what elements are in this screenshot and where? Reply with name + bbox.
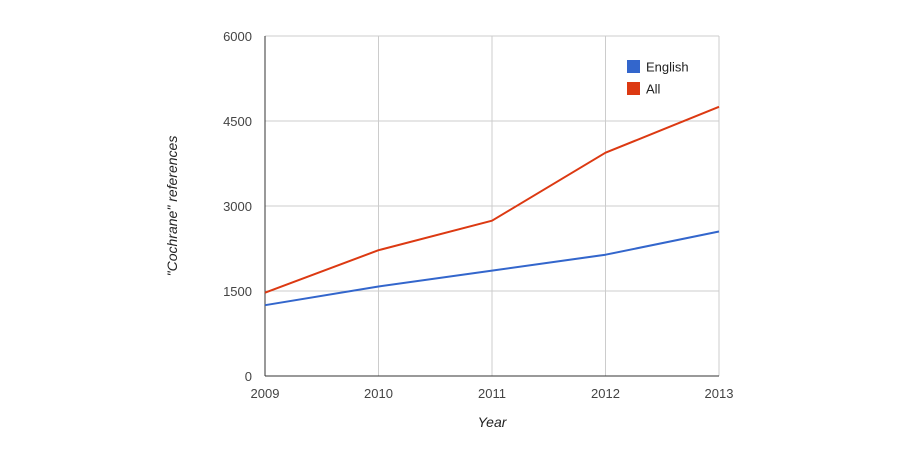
axes [264, 36, 719, 377]
x-tick-label: 2013 [705, 386, 734, 401]
y-axis-title: "Cochrane" references [164, 136, 180, 277]
y-tick-label: 4500 [223, 114, 252, 129]
series-lines [264, 105, 720, 307]
legend-swatch [627, 82, 640, 95]
y-tick-label: 0 [245, 369, 252, 384]
legend-label: English [646, 60, 689, 75]
legend-label: All [646, 82, 661, 97]
x-axis-title: Year [478, 414, 508, 430]
x-tick-label: 2010 [364, 386, 393, 401]
x-tick-label: 2012 [591, 386, 620, 401]
series-line-all [264, 105, 720, 294]
tick-labels: 0 1500 3000 4500 6000 2009 2010 2011 2012 2013 [223, 29, 733, 401]
x-tick-label: 2011 [478, 386, 506, 401]
x-tick-label: 2009 [251, 386, 280, 401]
y-tick-label: 1500 [223, 284, 252, 299]
legend-swatch [627, 60, 640, 73]
series-line-english [264, 230, 720, 307]
y-tick-label: 3000 [223, 199, 252, 214]
y-tick-label: 6000 [223, 29, 252, 44]
legend: English All [627, 60, 689, 97]
gridlines [265, 35, 720, 376]
